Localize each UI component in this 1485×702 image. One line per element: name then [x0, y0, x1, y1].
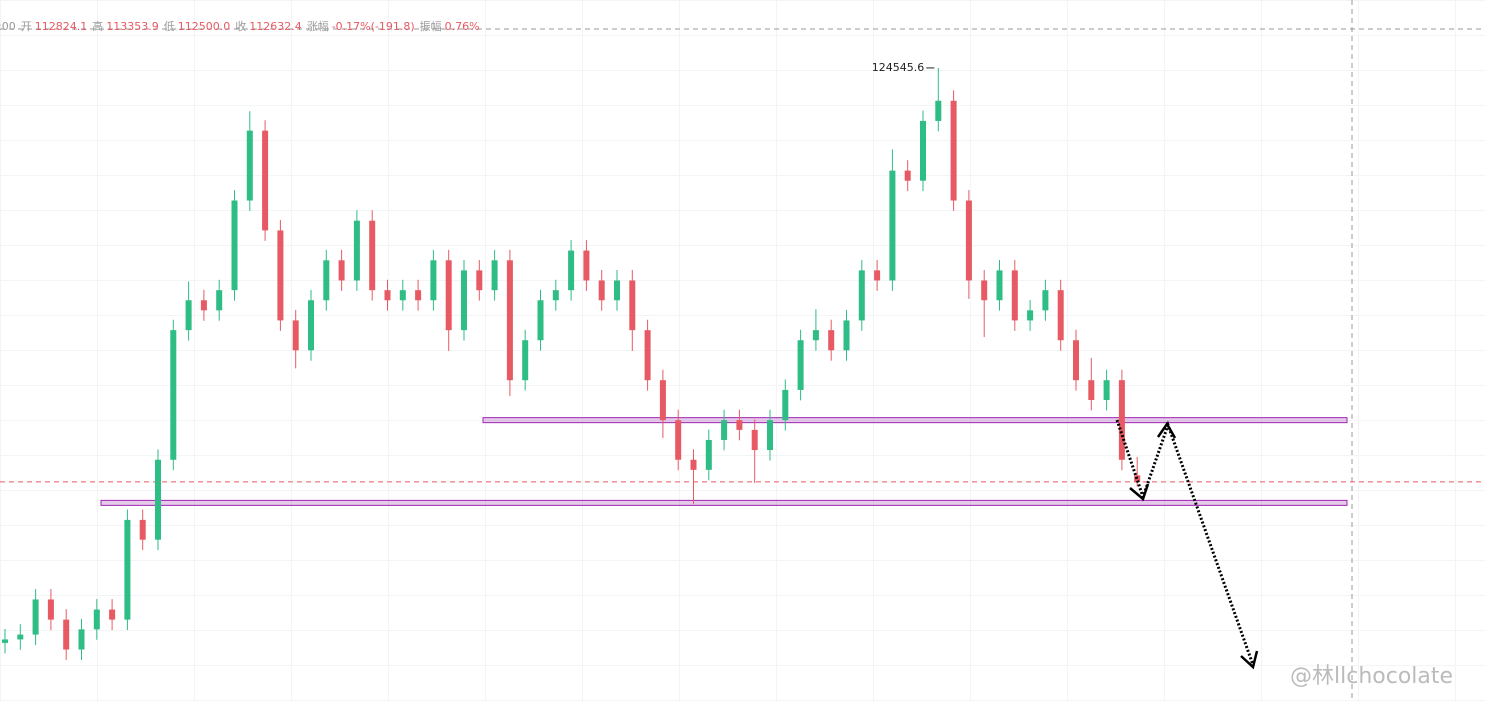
candle-body — [93, 609, 100, 630]
candle-body — [935, 100, 942, 121]
candle-body — [445, 260, 452, 331]
candle-body — [1057, 290, 1064, 341]
candle-body — [109, 609, 116, 620]
candle-body — [308, 300, 314, 351]
candle-body — [384, 290, 391, 301]
watermark: @林llchocolate — [1290, 664, 1453, 689]
candle-body — [721, 420, 728, 440]
candle-body — [537, 300, 544, 341]
arrowhead — [1156, 421, 1177, 439]
candle-body — [965, 200, 972, 281]
candle-body — [659, 380, 666, 421]
candle-body — [552, 290, 559, 301]
candle-body — [415, 290, 422, 301]
candle-body — [262, 130, 269, 231]
candle-body — [950, 100, 957, 201]
header-value: 113353.9 — [106, 20, 159, 33]
candle-body — [690, 459, 697, 470]
header-label: 高 — [92, 19, 103, 33]
candle-body — [782, 389, 789, 421]
projection-arrows — [1115, 419, 1259, 670]
candle-body — [1011, 270, 1018, 321]
candle-body — [614, 280, 620, 301]
candle-body — [155, 459, 161, 540]
arrowhead — [1240, 650, 1259, 670]
candle-body — [231, 200, 238, 291]
candle-body — [170, 330, 177, 460]
candle-body — [216, 290, 223, 311]
candle-body — [2, 639, 8, 643]
header-label: 振幅 — [420, 19, 442, 33]
header-value: 112632.4 — [249, 20, 302, 33]
candle-body — [705, 439, 712, 470]
candle-body — [185, 300, 192, 331]
projection-path — [1115, 419, 1255, 666]
candle-body — [568, 250, 575, 291]
header-value: 0.76% — [445, 20, 480, 33]
candle-body — [292, 320, 299, 351]
candle-body — [139, 519, 146, 540]
header-value: 112500.0 — [178, 20, 231, 33]
header-value: -0.17%(-191.8) — [332, 20, 415, 33]
candle-body — [1027, 310, 1034, 321]
candle-body — [338, 260, 345, 281]
candle-body — [675, 420, 682, 460]
candle-body — [598, 280, 605, 301]
candle-body — [506, 260, 513, 381]
candle-body — [47, 599, 54, 620]
candle-body — [277, 230, 284, 321]
arrowhead — [1129, 483, 1150, 502]
candle-body — [981, 280, 988, 301]
header-label: 收 — [235, 19, 246, 33]
candle-body — [1103, 380, 1110, 401]
support-resistance-zone — [100, 499, 1348, 506]
candle-body — [629, 280, 636, 331]
candle-body — [583, 250, 590, 281]
candle-body — [843, 320, 850, 351]
candle-body — [476, 270, 483, 291]
candle-body — [399, 290, 406, 301]
header-label: 低 — [164, 20, 175, 33]
candle-body — [874, 270, 881, 281]
candle-body — [1088, 380, 1095, 401]
candle-body — [828, 330, 835, 351]
candle-body — [1042, 290, 1049, 311]
support-resistance-zone — [482, 417, 1348, 424]
candle-body — [736, 420, 743, 430]
candle-body — [200, 300, 207, 311]
candle-body — [644, 330, 651, 381]
candle-body — [797, 340, 804, 390]
candle-body — [996, 270, 1003, 301]
candle-body — [904, 170, 911, 181]
candle-body — [461, 270, 467, 331]
candle-body — [889, 170, 896, 281]
header-label: 涨幅 — [307, 20, 329, 33]
candle-body — [430, 260, 437, 301]
header-value: 112824.1 — [35, 20, 88, 33]
candle-body — [353, 220, 360, 281]
header-time: :00 — [0, 20, 16, 33]
max-price-label: 124545.6 — [872, 61, 925, 74]
candle-body — [767, 420, 773, 451]
candle-body — [812, 330, 819, 341]
candle-body — [32, 599, 39, 635]
candle-body — [246, 130, 253, 201]
candle-body — [369, 220, 376, 291]
candle-body — [858, 270, 865, 321]
candle-body — [1118, 380, 1125, 460]
candle-body — [491, 260, 498, 291]
candle-body — [1073, 340, 1079, 381]
candle-body — [17, 634, 24, 640]
candle-body — [78, 629, 85, 650]
candle-body — [63, 619, 70, 650]
candle-body — [751, 429, 758, 451]
candle-body — [124, 519, 131, 620]
candle-body — [522, 340, 529, 381]
candle-body — [920, 120, 926, 181]
candle-body — [323, 260, 330, 301]
header-label: 开 — [21, 20, 32, 33]
